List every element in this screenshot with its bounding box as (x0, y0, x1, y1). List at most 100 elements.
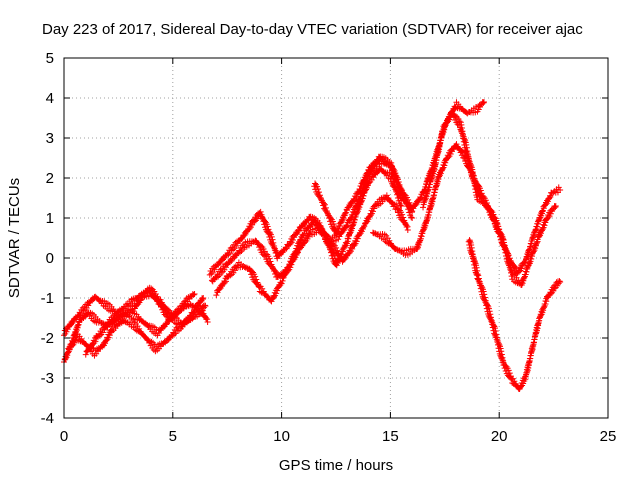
data-point (556, 278, 563, 285)
data-point (493, 217, 500, 224)
data-point (496, 341, 503, 348)
data-point (523, 268, 530, 275)
data-point (279, 277, 286, 284)
data-point (190, 291, 197, 298)
data-point (336, 233, 343, 240)
data-point (312, 180, 319, 187)
y-tick-label: 3 (46, 130, 54, 147)
x-tick-label: 25 (600, 428, 617, 445)
data-point (531, 339, 538, 346)
data-point (532, 333, 539, 340)
data-point (440, 125, 447, 132)
data-point (345, 235, 352, 242)
data-point (181, 301, 188, 308)
data-point (426, 209, 433, 216)
data-point (533, 240, 540, 247)
data-point (359, 195, 366, 202)
data-point (555, 184, 562, 191)
data-point (206, 271, 213, 278)
data-point (333, 244, 340, 251)
data-point (357, 186, 364, 193)
data-point (106, 332, 113, 339)
data-point (291, 234, 298, 241)
data-point (329, 249, 336, 256)
data-point (199, 307, 206, 314)
data-point (201, 302, 208, 309)
data-point (288, 258, 295, 265)
series-track-j (420, 109, 559, 288)
data-point (463, 141, 470, 148)
data-point (272, 268, 279, 275)
data-point (424, 189, 431, 196)
data-point (461, 136, 468, 143)
data-point (527, 355, 534, 362)
x-tick-label: 15 (382, 428, 399, 445)
data-point (163, 308, 170, 315)
data-point (353, 194, 360, 201)
data-point (485, 305, 492, 312)
data-point (516, 268, 523, 275)
data-point (490, 322, 497, 329)
data-point (477, 187, 484, 194)
y-tick-label: -1 (41, 290, 54, 307)
data-point (511, 378, 518, 385)
data-point (459, 132, 466, 139)
data-point (518, 265, 525, 272)
series-layer (61, 99, 564, 392)
data-point (329, 218, 336, 225)
data-point (480, 99, 487, 106)
data-point (283, 245, 290, 252)
data-point (529, 342, 536, 349)
data-point (148, 287, 155, 294)
data-point (270, 294, 277, 301)
data-point (316, 222, 323, 229)
data-point (425, 212, 432, 219)
data-point (523, 369, 530, 376)
data-point (408, 214, 415, 221)
data-point (468, 244, 475, 251)
data-point (330, 241, 337, 248)
data-point (304, 235, 311, 242)
y-tick-label: -3 (41, 370, 54, 387)
data-point (299, 231, 306, 238)
series-track-c (65, 302, 209, 359)
data-point (429, 195, 436, 202)
data-point (266, 255, 273, 262)
data-point (442, 159, 449, 166)
data-point (74, 322, 81, 329)
data-point (349, 222, 356, 229)
x-axis-label: GPS time / hours (279, 457, 393, 474)
data-point (481, 291, 488, 298)
data-point (369, 208, 376, 215)
data-point (473, 183, 480, 190)
data-point (536, 317, 543, 324)
data-point (534, 223, 541, 230)
data-point (431, 192, 438, 199)
data-point (417, 195, 424, 202)
data-point (527, 352, 534, 359)
data-point (335, 236, 342, 243)
series-track-g (213, 165, 405, 305)
data-point (395, 178, 402, 185)
data-point (420, 201, 427, 208)
y-tick-label: -2 (41, 330, 54, 347)
data-point (551, 285, 558, 292)
data-point (344, 238, 351, 245)
data-point (374, 157, 381, 164)
data-point (264, 223, 271, 230)
axis-ticks: 0 5 10 15 20 25 -4 -3 -2 -1 0 1 2 3 4 5 (41, 50, 617, 445)
data-point (431, 189, 438, 196)
data-point (351, 216, 358, 223)
data-point (418, 233, 425, 240)
data-point (202, 303, 209, 309)
data-point (467, 238, 474, 245)
data-point (505, 367, 512, 374)
data-point (82, 351, 89, 358)
x-tick-label: 20 (491, 428, 508, 445)
data-point (327, 215, 334, 222)
data-point (351, 242, 358, 249)
data-point (197, 310, 204, 317)
data-point (522, 376, 529, 383)
data-point (289, 237, 296, 244)
data-point (552, 203, 559, 209)
